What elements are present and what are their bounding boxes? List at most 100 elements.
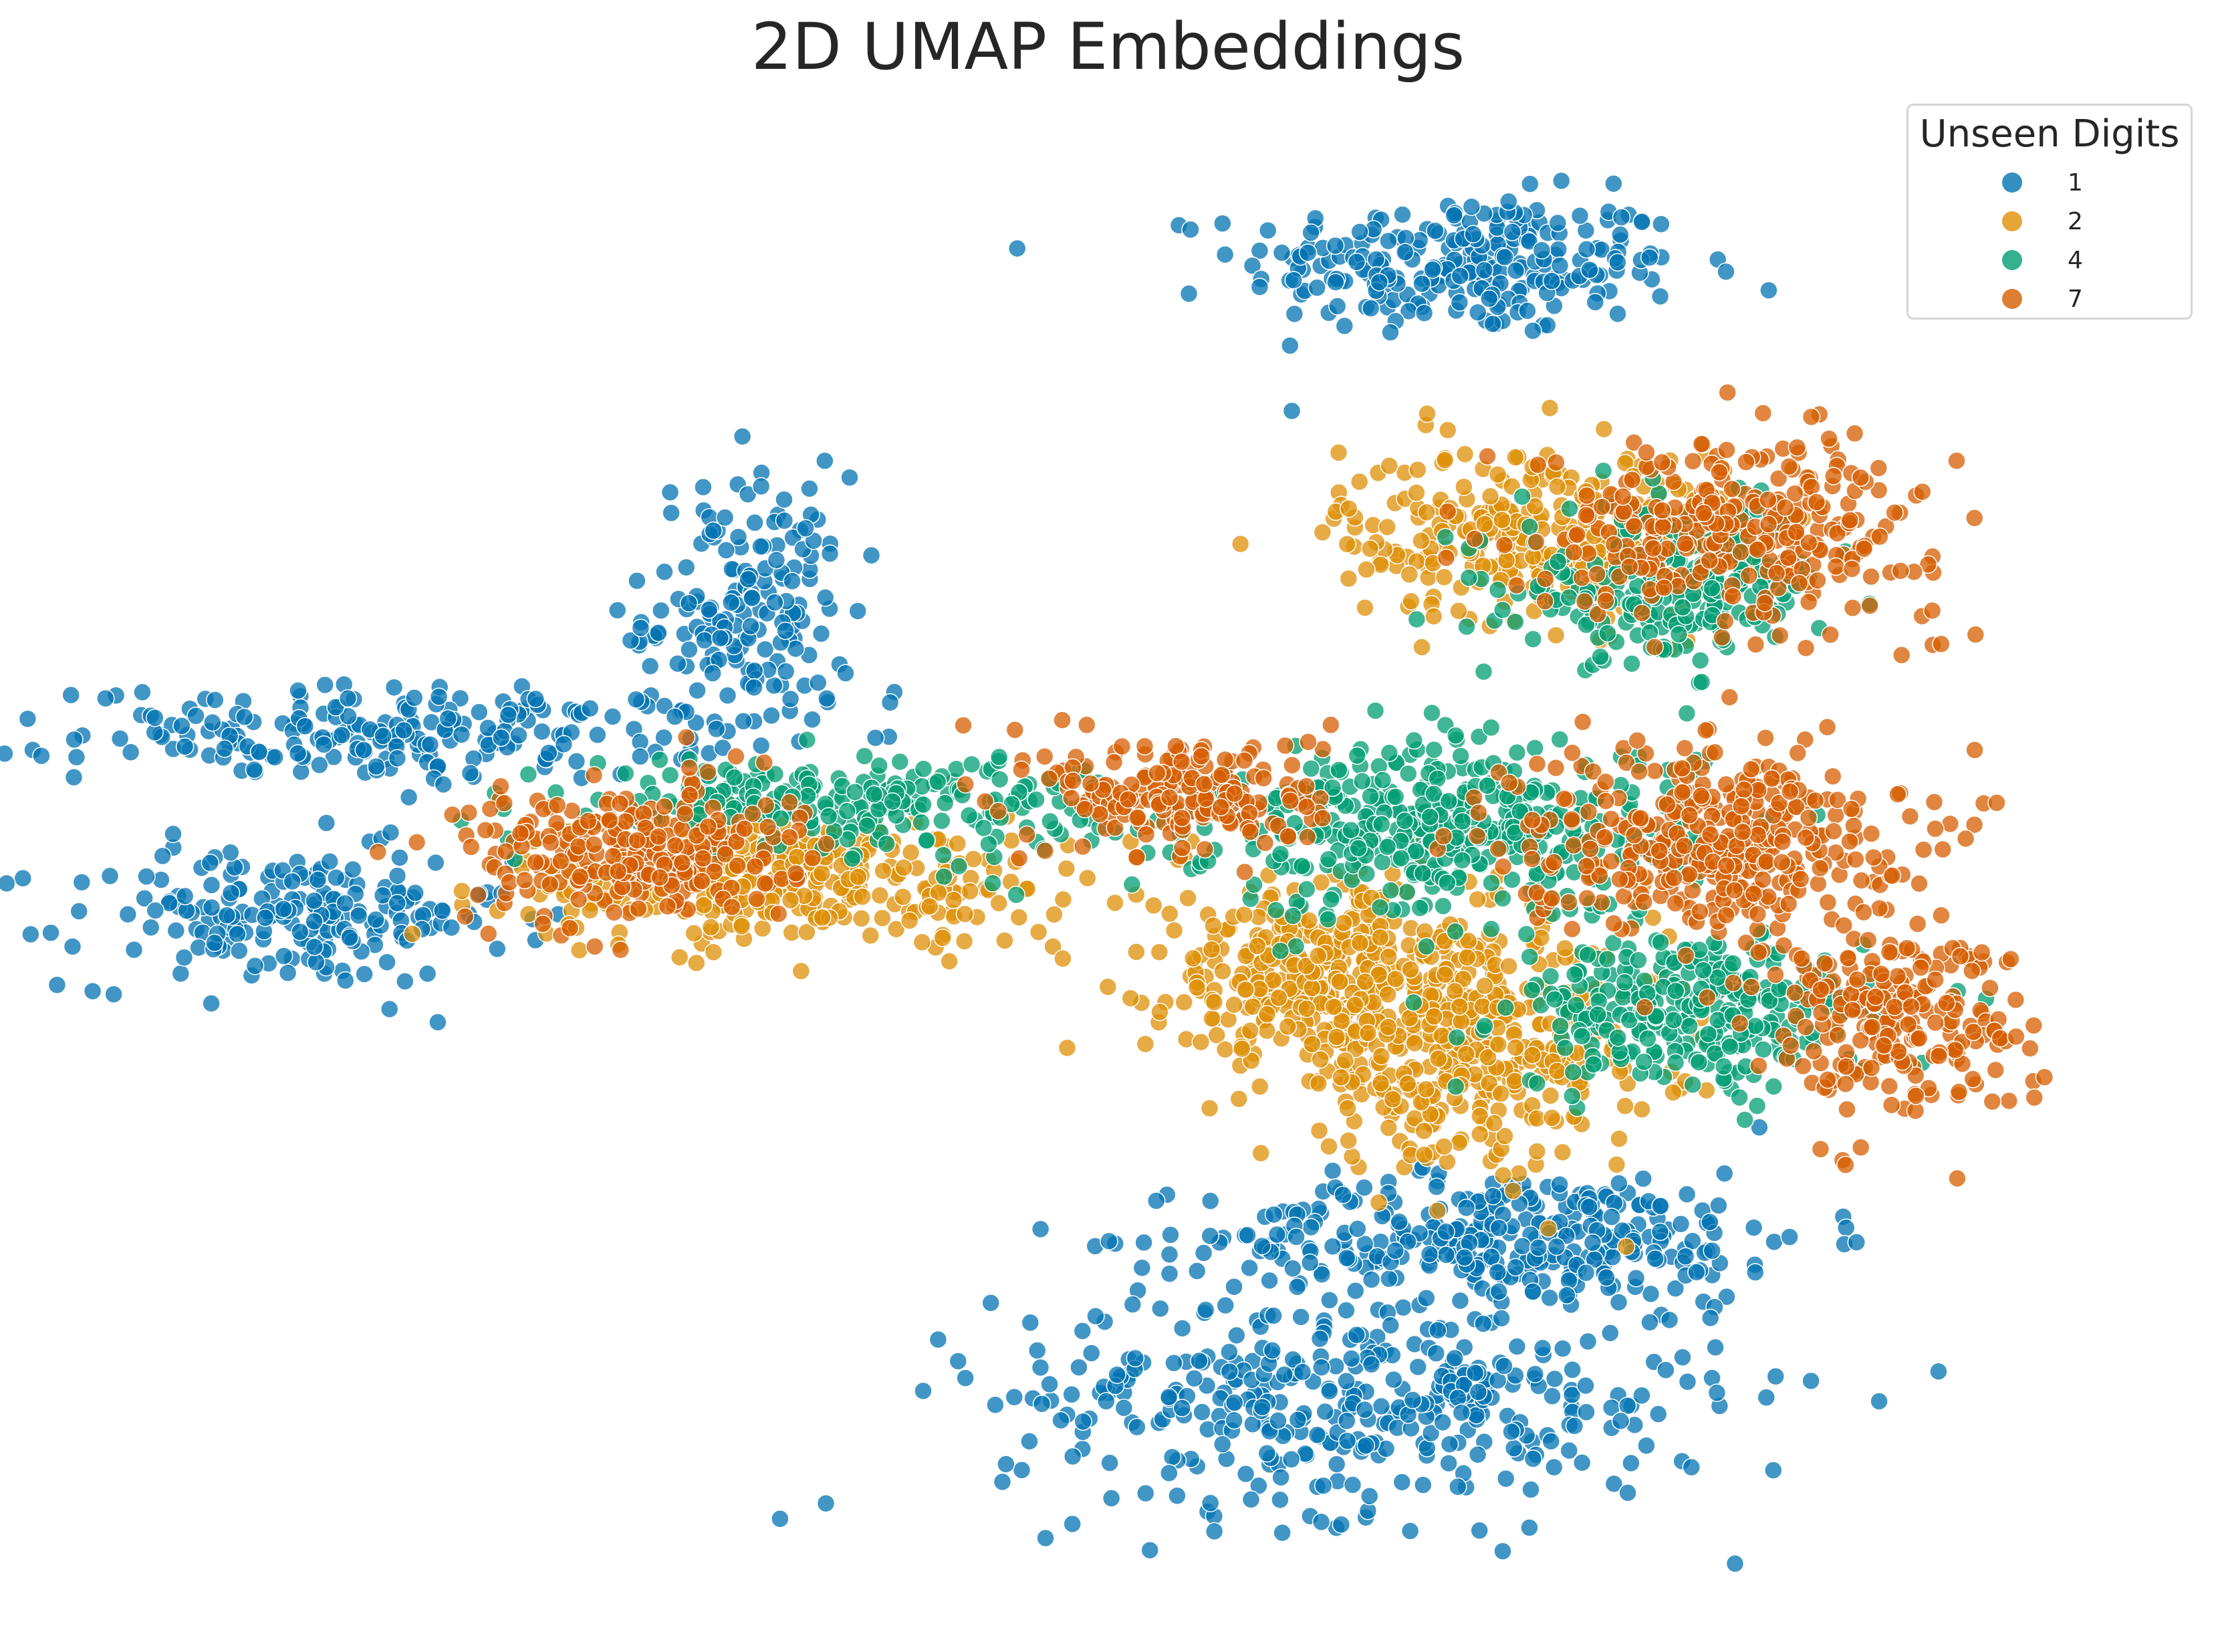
data-point-digit-7	[1577, 486, 1596, 505]
data-point-digit-4	[1122, 875, 1142, 894]
data-point-digit-1	[1114, 1399, 1134, 1417]
data-point-digit-1	[1275, 1365, 1294, 1384]
data-point-digit-1	[380, 999, 399, 1019]
data-point-digit-1	[1238, 1225, 1257, 1245]
data-point-digit-7	[1173, 838, 1192, 858]
data-point-digit-1	[1766, 1367, 1786, 1386]
data-point-digit-1	[631, 618, 650, 637]
data-point-digit-7	[1826, 557, 1846, 576]
data-point-digit-7	[1035, 747, 1054, 766]
data-point-digit-2	[1632, 1100, 1651, 1119]
data-point-digit-1	[1651, 1197, 1670, 1215]
data-point-digit-7	[551, 852, 570, 870]
data-point-digit-1	[1532, 241, 1552, 260]
data-point-digit-1	[1678, 1372, 1697, 1391]
data-point-digit-1	[206, 691, 225, 709]
data-point-digit-1	[461, 763, 480, 783]
data-point-digit-2	[1435, 965, 1455, 984]
data-point-digit-1	[1201, 1494, 1220, 1512]
data-point-digit-7	[747, 889, 766, 909]
data-point-digit-1	[1506, 261, 1525, 280]
data-point-digit-1	[703, 664, 722, 683]
data-point-digit-7	[1528, 455, 1548, 475]
data-point-digit-2	[1235, 905, 1254, 924]
data-point-digit-1	[655, 562, 674, 582]
data-point-digit-1	[1160, 1463, 1179, 1483]
data-point-digit-7	[604, 903, 624, 922]
data-point-digit-2	[1493, 1166, 1513, 1185]
data-point-digit-4	[1286, 937, 1306, 956]
data-point-digit-7	[1073, 837, 1092, 856]
data-point-digit-1	[1483, 314, 1502, 334]
data-point-digit-7	[1796, 638, 1816, 657]
data-point-digit-7	[755, 753, 774, 772]
data-point-digit-1	[1332, 1515, 1351, 1534]
data-point-digit-1	[997, 1455, 1015, 1473]
data-point-digit-1	[1764, 1461, 1783, 1480]
data-point-digit-1	[1326, 236, 1345, 255]
data-point-digit-2	[687, 953, 706, 973]
data-point-digit-1	[1250, 241, 1269, 260]
data-point-digit-1	[1836, 1218, 1856, 1237]
data-point-digit-1	[1545, 1369, 1564, 1389]
data-point-digit-1	[1502, 1422, 1521, 1441]
data-point-digit-1	[488, 939, 507, 959]
data-point-digit-1	[776, 621, 795, 640]
data-point-digit-1	[479, 719, 497, 737]
data-point-digit-2	[1379, 1118, 1398, 1137]
data-point-digit-1	[1346, 1281, 1365, 1300]
data-point-digit-1	[1565, 1417, 1584, 1435]
data-point-digit-7	[571, 867, 590, 887]
data-point-digit-1	[1676, 1247, 1695, 1266]
data-point-digit-1	[1288, 1411, 1308, 1429]
data-point-digit-4	[1373, 771, 1392, 790]
data-point-digit-1	[1650, 287, 1670, 306]
data-point-digit-1	[1451, 267, 1470, 285]
data-point-digit-4	[1381, 881, 1400, 900]
data-point-digit-7	[569, 890, 588, 909]
data-point-digit-7	[1869, 459, 1888, 477]
data-point-digit-7	[1862, 567, 1880, 586]
data-point-digit-2	[1429, 1049, 1448, 1068]
data-point-digit-2	[1136, 1034, 1155, 1054]
data-point-digit-2	[753, 919, 772, 938]
data-point-digit-2	[912, 933, 932, 952]
data-point-digit-7	[1845, 424, 1864, 443]
data-point-digit-1	[1323, 1237, 1342, 1256]
data-point-digit-1	[1646, 1250, 1665, 1268]
data-point-digit-4	[1527, 1074, 1547, 1093]
data-point-digit-4	[1027, 790, 1045, 809]
data-point-digit-7	[1076, 800, 1094, 819]
data-point-digit-2	[1251, 1144, 1270, 1163]
data-point-digit-2	[1428, 1201, 1447, 1220]
data-point-digit-7	[569, 837, 588, 856]
data-point-digit-7	[1622, 470, 1642, 489]
data-point-digit-1	[1134, 1233, 1153, 1252]
data-point-digit-1	[1474, 1314, 1493, 1333]
data-point-digit-1	[1552, 171, 1571, 191]
data-point-digit-1	[396, 972, 414, 991]
data-point-digit-1	[1547, 1237, 1566, 1256]
data-point-digit-7	[1807, 493, 1826, 511]
data-point-digit-1	[278, 963, 297, 982]
data-point-digit-4	[1380, 743, 1399, 762]
data-point-digit-4	[1721, 1037, 1739, 1056]
data-point-digit-2	[1449, 602, 1468, 620]
data-point-digit-2	[1231, 534, 1250, 554]
data-point-digit-2	[1506, 448, 1525, 467]
data-point-digit-1	[1518, 302, 1537, 320]
data-point-digit-7	[1717, 441, 1736, 459]
data-point-digit-1	[654, 728, 673, 747]
data-point-digit-1	[1468, 1445, 1487, 1464]
data-point-digit-1	[929, 1330, 948, 1349]
data-point-digit-2	[1313, 523, 1332, 542]
data-point-digit-7	[1620, 557, 1639, 576]
data-point-digit-1	[187, 707, 205, 725]
data-point-digit-1	[1236, 1464, 1255, 1484]
data-point-digit-2	[1356, 598, 1374, 617]
data-point-digit-7	[1527, 532, 1546, 552]
data-point-digit-1	[1272, 243, 1291, 262]
data-point-digit-1	[1637, 1436, 1656, 1455]
data-point-digit-4	[616, 764, 635, 783]
data-point-digit-1	[1604, 1474, 1624, 1494]
